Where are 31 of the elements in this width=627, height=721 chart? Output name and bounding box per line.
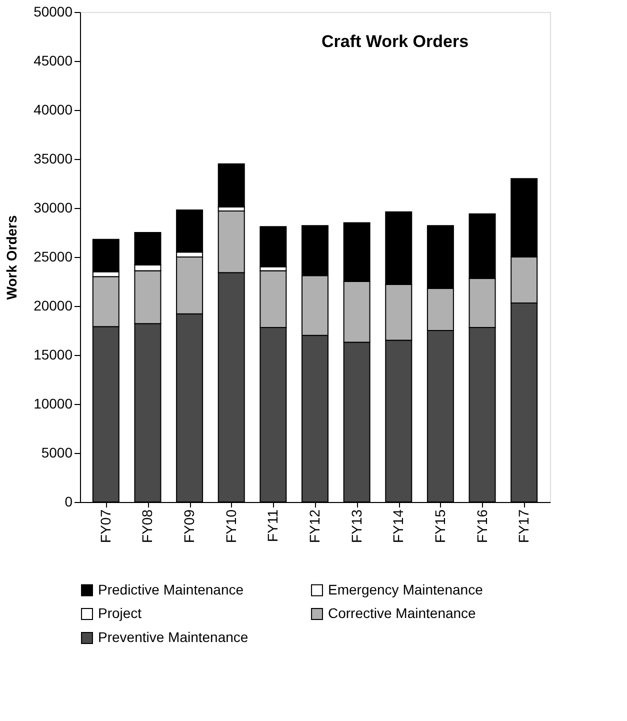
x-tick-label: FY10 <box>222 509 239 543</box>
y-tick-label: 10000 <box>34 396 73 412</box>
y-tick-label: 50000 <box>34 4 73 20</box>
y-tick-label: 15000 <box>34 346 73 362</box>
y-tick-label: 0 <box>64 494 73 510</box>
y-tick-label: 40000 <box>34 102 73 118</box>
y-axis-title: Work Orders <box>4 215 20 300</box>
x-tick-label: FY13 <box>348 509 364 543</box>
legend-label: Corrective Maintenance <box>328 605 476 621</box>
x-tick-label: FY14 <box>390 509 406 543</box>
x-tick-label: FY09 <box>181 509 198 543</box>
legend-label: Predictive Maintenance <box>98 581 244 598</box>
x-tick-label: FY12 <box>306 509 322 543</box>
x-tick-label: FY11 <box>264 509 281 542</box>
y-tick-label: 25000 <box>34 248 73 264</box>
x-tick-label: FY08 <box>139 509 156 543</box>
y-tick-label: 5000 <box>41 444 73 460</box>
x-tick-label: FY07 <box>97 509 114 543</box>
x-tick-label: FY16 <box>474 509 490 543</box>
y-tick-label: 45000 <box>34 52 73 68</box>
x-tick-label: FY17 <box>516 509 532 543</box>
x-tick-label: FY15 <box>432 509 448 543</box>
text: Craft Work Orders <box>321 32 469 51</box>
y-tick-label: 30000 <box>34 200 73 216</box>
legend-label: Project <box>98 605 142 621</box>
y-tick-label: 20000 <box>34 298 73 314</box>
y-tick-label: 35000 <box>34 150 73 166</box>
bar <box>218 163 245 208</box>
legend-label: Preventive Maintenance <box>98 629 248 645</box>
legend-label: Emergency Maintenance <box>328 581 484 598</box>
bar <box>260 226 287 268</box>
